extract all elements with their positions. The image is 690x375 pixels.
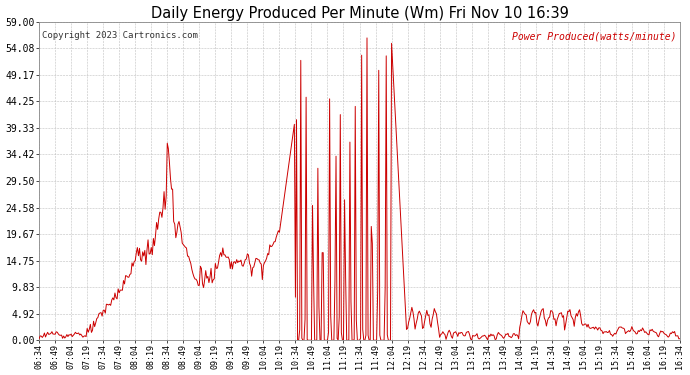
Text: Copyright 2023 Cartronics.com: Copyright 2023 Cartronics.com <box>42 31 198 40</box>
Text: Power Produced(watts/minute): Power Produced(watts/minute) <box>512 31 677 41</box>
Title: Daily Energy Produced Per Minute (Wm) Fri Nov 10 16:39: Daily Energy Produced Per Minute (Wm) Fr… <box>150 6 569 21</box>
